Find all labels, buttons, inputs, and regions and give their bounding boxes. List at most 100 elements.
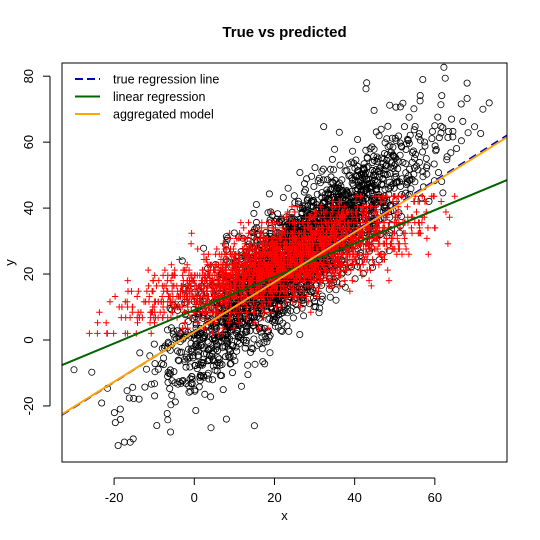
- observed-point: [438, 92, 446, 100]
- observed-point: [354, 135, 362, 143]
- observed-point: [444, 127, 452, 135]
- observed-point: [214, 359, 222, 367]
- predicted-point: [417, 230, 424, 237]
- predicted-point: [239, 245, 246, 253]
- observed-point: [385, 190, 393, 198]
- observed-point: [98, 399, 106, 407]
- observed-point: [264, 315, 272, 323]
- observed-point: [147, 380, 155, 388]
- observed-point: [374, 168, 382, 176]
- predicted-point: [211, 272, 218, 279]
- observed-point: [164, 378, 172, 386]
- predicted-point: [368, 282, 375, 290]
- observed-point: [368, 174, 376, 182]
- observed-point: [323, 176, 331, 184]
- predicted-point: [235, 314, 242, 321]
- observed-point: [130, 394, 138, 402]
- observed-point: [419, 168, 427, 176]
- predicted-point: [151, 309, 158, 316]
- observed-point: [377, 125, 385, 133]
- observed-point: [407, 185, 415, 193]
- predicted-point: [325, 282, 332, 290]
- observed-point: [366, 145, 374, 153]
- observed-point: [337, 189, 345, 197]
- predicted-point: [128, 288, 135, 295]
- predicted-point: [365, 277, 373, 284]
- observed-point: [221, 342, 229, 350]
- observed-point: [226, 360, 234, 368]
- predicted-point: [424, 224, 432, 232]
- observed-point: [123, 387, 131, 395]
- predicted-point: [402, 245, 410, 253]
- observed-point: [225, 353, 233, 361]
- predicted-point: [329, 198, 336, 205]
- observed-point: [70, 366, 78, 374]
- predicted-point: [352, 256, 360, 263]
- observed-point: [383, 161, 391, 169]
- predicted-point: [393, 251, 400, 258]
- observed-point: [337, 182, 345, 190]
- predicted-point: [188, 230, 195, 237]
- predicted-point: [230, 261, 238, 268]
- observed-point: [227, 359, 235, 367]
- predicted-point: [172, 303, 179, 311]
- observed-point: [192, 406, 200, 414]
- predicted-point: [271, 219, 278, 226]
- observed-point: [373, 157, 381, 165]
- observed-point: [253, 341, 261, 349]
- observed-point: [396, 182, 404, 190]
- observed-point: [207, 344, 215, 352]
- observed-point: [395, 158, 403, 166]
- observed-point: [393, 179, 401, 187]
- observed-point: [297, 286, 305, 294]
- observed-point: [88, 368, 96, 376]
- predicted-point: [382, 214, 389, 221]
- observed-point: [294, 197, 302, 205]
- observed-point: [403, 178, 411, 186]
- predicted-point: [194, 319, 201, 326]
- predicted-point: [135, 288, 142, 295]
- observed-point: [408, 158, 416, 166]
- observed-point: [188, 372, 196, 380]
- observed-point: [167, 428, 175, 436]
- observed-point: [189, 352, 197, 360]
- predicted-point: [176, 256, 183, 263]
- observed-point: [243, 328, 251, 336]
- observed-point: [226, 353, 234, 361]
- observed-point: [187, 379, 195, 387]
- predicted-point: [187, 240, 195, 247]
- observed-point: [356, 183, 364, 191]
- predicted-point: [374, 235, 381, 242]
- observed-point: [308, 172, 316, 180]
- observed-point: [209, 362, 217, 370]
- observed-point: [209, 355, 217, 363]
- predicted-point: [134, 293, 141, 300]
- predicted-point: [438, 198, 445, 205]
- observed-point: [213, 367, 221, 375]
- observed-point: [485, 99, 493, 107]
- predicted-point: [124, 330, 131, 337]
- observed-point: [414, 166, 422, 174]
- predicted-point: [389, 235, 397, 242]
- observed-point: [449, 127, 457, 135]
- predicted-point: [395, 240, 402, 247]
- predicted-point: [149, 277, 157, 284]
- predicted-point: [124, 303, 131, 311]
- predicted-point: [235, 319, 243, 326]
- predicted-point: [169, 282, 176, 290]
- predicted-point: [235, 256, 242, 263]
- observed-point: [136, 349, 144, 357]
- observed-point: [111, 419, 119, 427]
- observed-point: [443, 156, 451, 164]
- observed-point: [195, 342, 203, 350]
- predicted-point: [421, 198, 429, 205]
- predicted-point: [255, 324, 262, 332]
- observed-point: [449, 133, 457, 141]
- predicted-point: [404, 203, 411, 210]
- predicted-point: [348, 235, 355, 242]
- observed-point: [367, 182, 375, 190]
- observed-point: [216, 359, 224, 367]
- predicted-point: [384, 266, 391, 274]
- observed-point: [166, 366, 174, 374]
- observed-point: [265, 190, 273, 198]
